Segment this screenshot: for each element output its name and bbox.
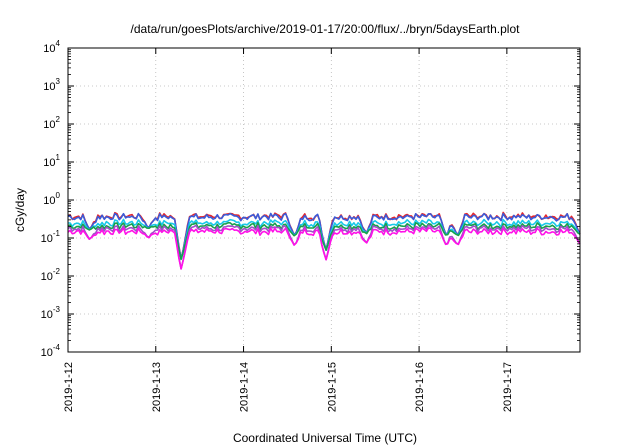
- series-line: [67, 221, 581, 261]
- y-tick-label: 10-2: [41, 267, 61, 283]
- y-tick-label: 101: [43, 153, 60, 169]
- y-axis-label: cGy/day: [13, 188, 27, 232]
- series-layer: [67, 211, 581, 270]
- x-tick-label: 2019-1-15: [326, 362, 338, 412]
- y-tick-label: 103: [43, 77, 60, 93]
- y-tick-label: 104: [43, 39, 60, 55]
- y-tick-label: 10-3: [41, 305, 61, 321]
- x-tick-label: 2019-1-12: [63, 362, 75, 412]
- y-tick-label: 10-4: [41, 343, 61, 359]
- x-tick-label: 2019-1-13: [151, 362, 163, 412]
- series-line: [67, 224, 581, 270]
- grid-lines: [67, 48, 580, 352]
- x-axis-label: Coordinated Universal Time (UTC): [233, 431, 417, 445]
- y-tick-label: 100: [43, 191, 60, 207]
- x-tick-label: 2019-1-14: [239, 362, 251, 412]
- y-tick-label: 102: [43, 115, 60, 131]
- x-tick-label: 2019-1-16: [414, 362, 426, 412]
- chart-title: /data/run/goesPlots/archive/2019-01-17/2…: [131, 22, 521, 36]
- y-tick-label: 10-1: [41, 229, 61, 245]
- x-axis-ticks: 2019-1-12 2019-1-13 2019-1-14 2019-1-15 2019…: [63, 48, 514, 412]
- y-axis-ticks: 10-4 10-3 10-2 10-1 100 101 102 103 104: [41, 39, 580, 359]
- x-tick-label: 2019-1-17: [502, 362, 514, 412]
- series-line: [67, 227, 581, 270]
